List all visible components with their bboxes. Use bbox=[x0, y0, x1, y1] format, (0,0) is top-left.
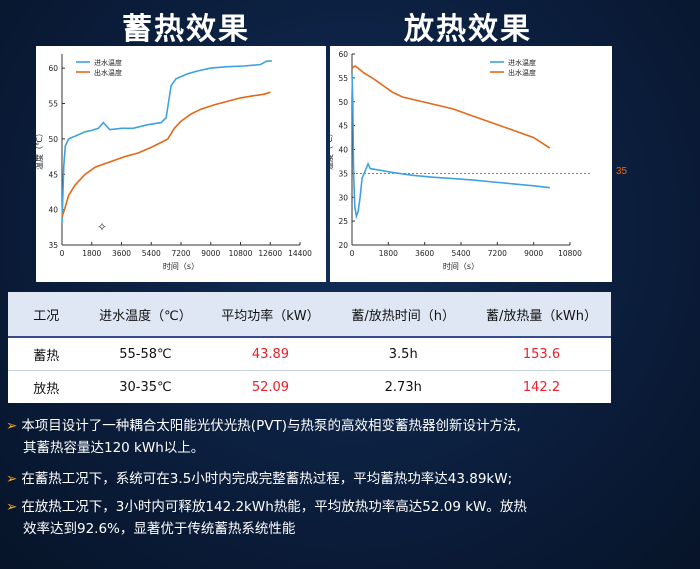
x-tick-label: 10800 bbox=[558, 249, 582, 258]
x-tick-label: 3600 bbox=[415, 249, 434, 258]
release-effect-title: 放热效果 bbox=[404, 12, 532, 47]
y-tick-label: 50 bbox=[48, 135, 58, 144]
cell-condition: 蓄热 bbox=[8, 337, 85, 371]
bullet-arrow-icon: ➢ bbox=[6, 418, 18, 434]
reference-line-label: 35 bbox=[616, 166, 628, 178]
x-tick-label: 9000 bbox=[524, 249, 543, 258]
bullet-item: ➢ 在蓄热工况下，系统可在3.5小时内完成完整蓄热过程，平均蓄热功率达43.89k… bbox=[6, 468, 512, 490]
col-header-energy: 蓄/放热量（kWh） bbox=[472, 292, 611, 338]
col-header-inlet-temp: 进水温度（℃） bbox=[84, 292, 207, 338]
bullet-item: ➢ 本项目设计了一种耦合太阳能光伏光热(PVT)与热泵的高效相变蓄热器创新设计方法… bbox=[6, 415, 521, 459]
storage-chart-panel: 0 1800 3600 5400 7200 9000 10800 12600 14400 35 40… bbox=[34, 46, 326, 282]
y-tick-label: 30 bbox=[338, 193, 348, 202]
cursor-crosshair-icon: ✧ bbox=[97, 220, 107, 234]
storage-effect-title: 蓄热效果 bbox=[122, 12, 250, 47]
series-line bbox=[61, 91, 271, 217]
y-tick-label: 40 bbox=[48, 206, 58, 215]
cell-avg-power: 43.89 bbox=[206, 337, 335, 371]
bullet-arrow-icon: ➢ bbox=[6, 499, 18, 515]
y-tick-label: 45 bbox=[338, 122, 348, 131]
y-tick-label: 40 bbox=[338, 146, 348, 155]
y-tick-label: 60 bbox=[338, 50, 348, 59]
x-tick-label: 10800 bbox=[229, 249, 253, 258]
bullet-text: 在放热工况下，3小时内可释放142.2kWh热能，平均放热功率高达52.09 k… bbox=[21, 499, 527, 515]
cell-energy: 142.2 bbox=[472, 370, 611, 403]
y-axis-label: 温度（℃） bbox=[36, 129, 44, 170]
cell-duration: 2.73h bbox=[334, 370, 473, 403]
table-row: 放热 30-35℃ 52.09 2.73h 142.2 bbox=[8, 370, 611, 403]
x-axis-label: 时间（s） bbox=[163, 261, 199, 271]
y-tick-label: 25 bbox=[338, 217, 348, 226]
y-axis-label: 温度（℃） bbox=[330, 129, 334, 170]
x-tick-label: 7200 bbox=[488, 249, 507, 258]
bullet-item: ➢ 在放热工况下，3小时内可释放142.2kWh热能，平均放热功率高达52.09 … bbox=[6, 496, 527, 540]
cell-inlet-temp: 30-35℃ bbox=[84, 370, 207, 403]
cell-avg-power: 52.09 bbox=[206, 370, 335, 403]
x-tick-label: 12600 bbox=[258, 249, 282, 258]
series-line bbox=[351, 73, 550, 220]
cell-inlet-temp: 55-58℃ bbox=[84, 337, 207, 371]
x-tick-label: 1800 bbox=[379, 249, 398, 258]
bullet-text: 本项目设计了一种耦合太阳能光伏光热(PVT)与热泵的高效相变蓄热器创新设计方法, bbox=[21, 418, 521, 434]
legend-label: 出水温度 bbox=[94, 68, 122, 77]
x-tick-label: 1800 bbox=[82, 249, 101, 258]
storage-temperature-chart: 0 1800 3600 5400 7200 9000 10800 12600 14400 35 40… bbox=[34, 54, 312, 271]
legend-label: 出水温度 bbox=[508, 68, 536, 77]
y-tick-label: 35 bbox=[338, 169, 348, 178]
legend-label: 进水温度 bbox=[508, 58, 536, 67]
bullet-text-cont: 其蓄热容量达120 kWh以上。 bbox=[23, 440, 205, 456]
bullet-text: 在蓄热工况下，系统可在3.5小时内完成完整蓄热过程，平均蓄热功率达43.89kW… bbox=[21, 471, 513, 487]
y-tick-label: 20 bbox=[338, 241, 348, 250]
bullet-text-cont: 效率达到92.6%，显著优于传统蓄热系统性能 bbox=[23, 521, 296, 537]
x-axis-label: 时间（s） bbox=[443, 261, 479, 271]
cell-energy: 153.6 bbox=[472, 337, 611, 371]
col-header-avg-power: 平均功率（kW） bbox=[206, 292, 335, 338]
x-tick-label: 3600 bbox=[112, 249, 131, 258]
x-tick-label: 14400 bbox=[288, 249, 312, 258]
y-tick-label: 45 bbox=[48, 170, 58, 179]
x-tick-label: 5400 bbox=[142, 249, 161, 258]
y-tick-label: 50 bbox=[338, 98, 348, 107]
y-tick-label: 55 bbox=[338, 74, 348, 83]
table-row: 蓄热 55-58℃ 43.89 3.5h 153.6 bbox=[8, 337, 611, 371]
performance-table: 工况 进水温度（℃） 平均功率（kW） 蓄/放热时间（h） 蓄/放热量（kWh）… bbox=[8, 292, 611, 403]
series-line bbox=[61, 60, 272, 224]
x-tick-label: 5400 bbox=[451, 249, 470, 258]
x-tick-label: 7200 bbox=[171, 249, 190, 258]
table-header-row: 工况 进水温度（℃） 平均功率（kW） 蓄/放热时间（h） 蓄/放热量（kWh） bbox=[8, 292, 611, 338]
bullet-arrow-icon: ➢ bbox=[6, 471, 18, 487]
x-tick-label: 9000 bbox=[201, 249, 220, 258]
cell-condition: 放热 bbox=[8, 370, 85, 403]
x-tick-label: 0 bbox=[350, 249, 355, 258]
release-chart-panel: 0 1800 3600 5400 7200 9000 10800 20 25 30 35 40 45 50… bbox=[324, 46, 612, 282]
y-tick-label: 35 bbox=[48, 241, 58, 250]
y-tick-label: 60 bbox=[48, 64, 58, 73]
release-temperature-chart: 0 1800 3600 5400 7200 9000 10800 20 25 30 35 40 45 50… bbox=[324, 50, 590, 271]
legend-label: 进水温度 bbox=[94, 58, 122, 67]
series-line bbox=[351, 64, 551, 149]
x-tick-label: 0 bbox=[60, 249, 65, 258]
col-header-duration: 蓄/放热时间（h） bbox=[334, 292, 473, 338]
cell-duration: 3.5h bbox=[334, 337, 473, 371]
col-header-condition: 工况 bbox=[8, 292, 85, 338]
y-tick-label: 55 bbox=[48, 100, 58, 109]
